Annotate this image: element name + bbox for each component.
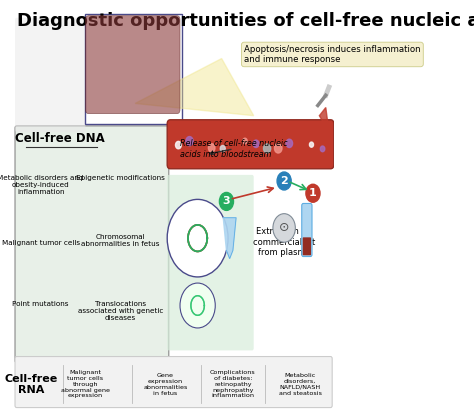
Text: Complications
of diabetes:
retinopathy
nephropathy
inflammation: Complications of diabetes: retinopathy n…	[210, 370, 256, 398]
Circle shape	[306, 184, 320, 202]
Text: Translocations
associated with genetic
diseases: Translocations associated with genetic d…	[78, 301, 164, 321]
FancyBboxPatch shape	[302, 203, 312, 256]
FancyBboxPatch shape	[15, 126, 169, 363]
Text: Malignant
tumor cells
through
abnormal gene
expression: Malignant tumor cells through abnormal g…	[61, 370, 110, 398]
Circle shape	[186, 136, 193, 146]
Circle shape	[310, 142, 313, 147]
Circle shape	[286, 139, 292, 148]
Text: 3: 3	[223, 196, 230, 206]
Polygon shape	[223, 218, 236, 259]
Circle shape	[209, 144, 215, 152]
Circle shape	[180, 283, 215, 328]
Text: Metabolic
disorders,
NAFLD/NASH
and steatosis: Metabolic disorders, NAFLD/NASH and stea…	[279, 373, 322, 395]
Circle shape	[175, 141, 182, 149]
Text: Cell-free DNA: Cell-free DNA	[15, 132, 105, 145]
Circle shape	[320, 146, 325, 152]
Circle shape	[273, 214, 295, 242]
Circle shape	[232, 142, 236, 147]
FancyBboxPatch shape	[85, 14, 182, 124]
FancyBboxPatch shape	[15, 356, 332, 408]
Text: 1: 1	[309, 188, 317, 198]
Text: 2: 2	[280, 176, 288, 186]
Text: Point mutations: Point mutations	[12, 301, 69, 307]
Circle shape	[298, 138, 303, 144]
Circle shape	[253, 140, 259, 148]
FancyBboxPatch shape	[85, 16, 180, 114]
Circle shape	[274, 143, 282, 153]
Circle shape	[197, 138, 204, 148]
Text: Malignant tumor cells: Malignant tumor cells	[1, 240, 80, 246]
Circle shape	[277, 172, 291, 190]
Text: Gene
expression
abnormalities
in fetus: Gene expression abnormalities in fetus	[144, 373, 188, 395]
FancyBboxPatch shape	[167, 175, 254, 351]
Text: Epigenetic modifications: Epigenetic modifications	[76, 175, 165, 181]
Text: Chromosomal
abnormalities in fetus: Chromosomal abnormalities in fetus	[82, 234, 160, 247]
Circle shape	[264, 144, 271, 153]
Text: Apoptosis/necrosis induces inflammation
and immune response: Apoptosis/necrosis induces inflammation …	[244, 45, 421, 64]
Text: ⊙: ⊙	[279, 222, 290, 234]
FancyBboxPatch shape	[167, 120, 334, 169]
Text: Metabolic disorders and
obesity-induced
inflammation: Metabolic disorders and obesity-induced …	[0, 175, 84, 195]
Text: Cell-free
RNA: Cell-free RNA	[4, 374, 58, 395]
FancyBboxPatch shape	[303, 237, 311, 255]
Text: Extraction by
commercial kit
from plasma: Extraction by commercial kit from plasma	[253, 227, 315, 257]
Text: Diagnostic opportunities of cell-free nucleic acids: Diagnostic opportunities of cell-free nu…	[17, 12, 474, 30]
FancyBboxPatch shape	[15, 18, 85, 132]
Circle shape	[220, 145, 225, 152]
Circle shape	[167, 199, 228, 277]
Polygon shape	[319, 108, 329, 132]
Circle shape	[243, 138, 247, 144]
Polygon shape	[135, 58, 254, 115]
Text: Release of cell-free nucleic
acids into bloodstream: Release of cell-free nucleic acids into …	[180, 139, 288, 159]
Circle shape	[219, 192, 234, 210]
